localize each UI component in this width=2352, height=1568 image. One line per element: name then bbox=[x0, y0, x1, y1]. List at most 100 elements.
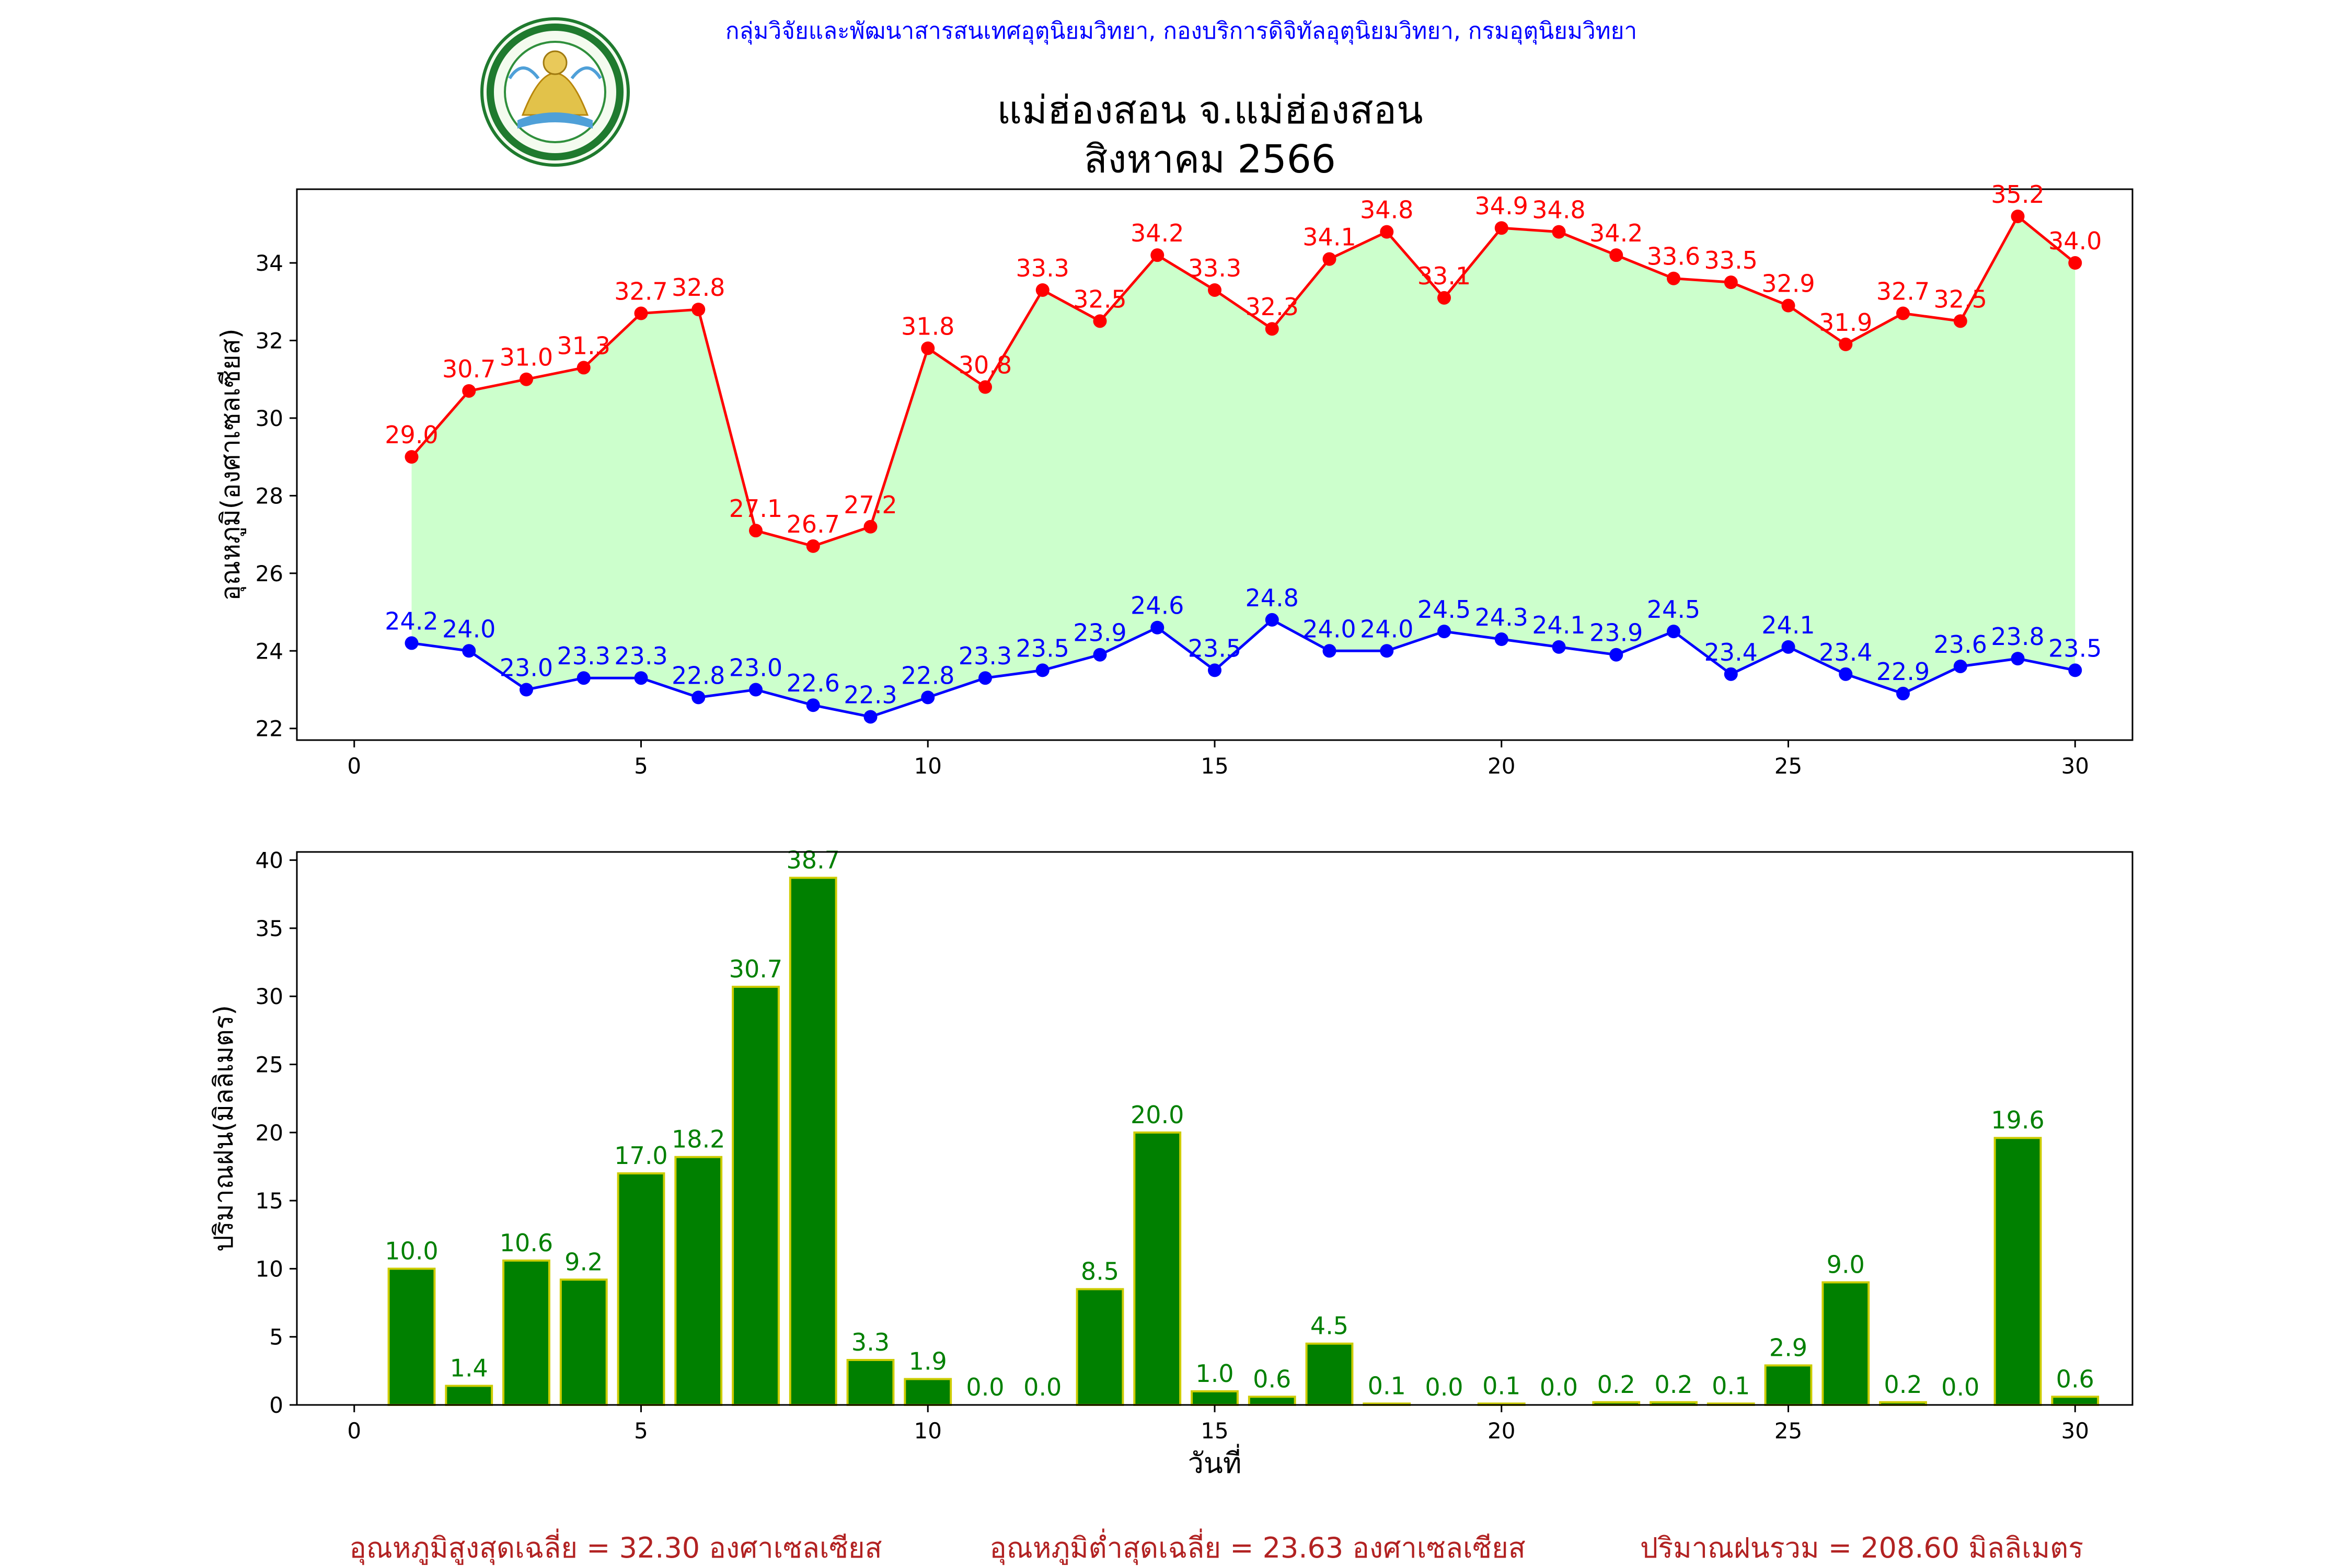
summary-avg-min: อุณหภูมิต่ำสุดเฉลี่ย = 23.63 องศาเซลเซีย… bbox=[989, 1528, 1525, 1565]
temperature-y-tick-label: 28 bbox=[256, 483, 283, 509]
min-temperature-data-label: 22.8 bbox=[901, 661, 954, 689]
min-temperature-point bbox=[1380, 644, 1394, 658]
min-temperature-data-label: 24.0 bbox=[1302, 615, 1356, 643]
rainfall-bar bbox=[387, 1267, 436, 1406]
max-temperature-point bbox=[1839, 337, 1853, 351]
max-temperature-point bbox=[749, 524, 763, 538]
max-temperature-point bbox=[863, 520, 878, 534]
max-temperature-point bbox=[1781, 298, 1795, 313]
min-temperature-point bbox=[1953, 659, 1967, 673]
max-temperature-point bbox=[1724, 275, 1738, 290]
min-temperature-point bbox=[978, 671, 992, 685]
min-temperature-data-label: 22.6 bbox=[787, 669, 840, 697]
temperature-y-tick-label: 32 bbox=[256, 328, 283, 353]
max-temperature-point bbox=[634, 306, 648, 320]
min-temperature-data-label: 24.0 bbox=[442, 615, 495, 643]
max-temperature-point bbox=[1609, 248, 1623, 262]
min-temperature-point bbox=[749, 683, 763, 697]
min-temperature-point bbox=[1552, 640, 1566, 654]
max-temperature-data-label: 35.2 bbox=[1991, 180, 2044, 209]
min-temperature-point bbox=[1437, 625, 1451, 639]
min-temperature-point bbox=[1265, 613, 1279, 627]
rainfall-bar bbox=[1076, 1288, 1124, 1406]
rainfall-bar bbox=[1993, 1137, 2042, 1406]
rainfall-data-label: 0.1 bbox=[1368, 1371, 1406, 1400]
rainfall-data-label: 19.6 bbox=[1991, 1106, 2044, 1134]
rainfall-data-label: 20.0 bbox=[1131, 1101, 1184, 1129]
rainfall-bar bbox=[789, 877, 837, 1406]
max-temperature-data-label: 30.8 bbox=[959, 351, 1012, 379]
agency-line: กลุ่มวิจัยและพัฒนาสารสนเทศอุตุนิยมวิทยา,… bbox=[725, 18, 1637, 45]
rainfall-y-tick-label: 5 bbox=[269, 1324, 283, 1350]
min-temperature-data-label: 24.3 bbox=[1475, 603, 1528, 631]
min-temperature-data-label: 23.3 bbox=[959, 642, 1012, 670]
rainfall-y-tick-label: 25 bbox=[256, 1052, 283, 1078]
rainfall-x-tick-label: 20 bbox=[1488, 1418, 1515, 1444]
min-temperature-point bbox=[577, 671, 591, 685]
rainfall-data-label: 0.0 bbox=[1941, 1373, 1979, 1401]
rainfall-bar bbox=[559, 1278, 608, 1406]
rainfall-y-tick-label: 35 bbox=[256, 916, 283, 941]
rainfall-bar bbox=[674, 1156, 723, 1406]
min-temperature-data-label: 23.5 bbox=[1188, 634, 1241, 662]
min-temperature-point bbox=[1896, 686, 1910, 700]
max-temperature-data-label: 33.6 bbox=[1647, 243, 1700, 271]
min-temperature-point bbox=[921, 690, 935, 705]
rainfall-plot: 10.0 1.4 10.6 9.2 17.018.2 30.7 38.7 3.3 1.9 0.0 0… bbox=[209, 846, 2134, 1480]
temperature-range-fill bbox=[411, 216, 2076, 717]
max-temperature-point bbox=[1150, 248, 1165, 262]
rainfall-y-tick-label: 20 bbox=[256, 1120, 283, 1146]
rainfall-data-label: 30.7 bbox=[729, 955, 782, 983]
rainfall-data-label: 0.2 bbox=[1654, 1370, 1692, 1399]
department-logo bbox=[480, 17, 630, 167]
rainfall-data-label: 8.5 bbox=[1081, 1257, 1119, 1285]
max-temperature-data-label: 34.8 bbox=[1532, 196, 1585, 224]
min-temperature-data-label: 24.6 bbox=[1131, 592, 1184, 620]
rainfall-x-tick-label: 10 bbox=[914, 1418, 942, 1444]
max-temperature-point bbox=[520, 372, 533, 386]
max-temperature-point bbox=[462, 384, 476, 398]
rainfall-bar bbox=[1764, 1364, 1813, 1406]
max-temperature-point bbox=[1494, 221, 1508, 235]
rainfall-bar bbox=[1133, 1131, 1182, 1406]
rainfall-y-tick-label: 15 bbox=[256, 1188, 283, 1214]
min-temperature-point bbox=[1667, 625, 1680, 639]
min-temperature-point bbox=[1724, 667, 1738, 681]
min-temperature-point bbox=[1208, 663, 1221, 677]
max-temperature-point bbox=[1380, 225, 1394, 239]
max-temperature-data-label: 31.8 bbox=[901, 312, 954, 340]
rainfall-bar bbox=[1821, 1281, 1870, 1406]
summary-avg-max: อุณหภูมิสูงสุดเฉลี่ย = 32.30 องศาเซลเซีย… bbox=[349, 1528, 882, 1565]
min-temperature-point bbox=[1494, 632, 1508, 647]
min-temperature-line bbox=[411, 618, 2076, 719]
min-temperature-point bbox=[1322, 644, 1336, 658]
rainfall-data-label: 9.0 bbox=[1827, 1250, 1865, 1278]
max-temperature-data-label: 30.7 bbox=[442, 355, 495, 383]
rainfall-data-label: 3.3 bbox=[851, 1328, 890, 1356]
rainfall-x-tick-label: 5 bbox=[634, 1418, 648, 1444]
min-temperature-point bbox=[806, 698, 820, 712]
rainfall-y-tick-label: 40 bbox=[256, 848, 283, 873]
min-temperature-data-label: 24.1 bbox=[1761, 611, 1815, 639]
rainfall-bar bbox=[904, 1378, 952, 1406]
rainfall-y-axis-label: ปริมาณฝน(มิลลิเมตร) bbox=[209, 1005, 239, 1252]
max-temperature-data-label: 32.8 bbox=[672, 273, 725, 302]
min-temperature-data-label: 23.9 bbox=[1589, 619, 1643, 647]
max-temperature-data-label: 34.2 bbox=[1131, 219, 1184, 247]
rainfall-y-tick-label: 30 bbox=[256, 984, 283, 1009]
min-temperature-data-label: 24.8 bbox=[1246, 584, 1299, 612]
temperature-x-tick-label: 20 bbox=[1488, 753, 1515, 779]
max-temperature-data-label: 26.7 bbox=[787, 510, 840, 538]
rainfall-data-label: 0.2 bbox=[1884, 1370, 1922, 1399]
rainfall-data-label: 0.1 bbox=[1482, 1371, 1520, 1400]
temperature-x-tick-label: 10 bbox=[914, 753, 942, 779]
max-temperature-point bbox=[1552, 225, 1566, 239]
temperature-y-tick-label: 30 bbox=[256, 406, 283, 431]
max-temperature-point bbox=[691, 303, 706, 317]
rainfall-data-label: 17.0 bbox=[614, 1142, 667, 1170]
max-temperature-point bbox=[2068, 256, 2082, 270]
rainfall-data-label: 0.0 bbox=[1425, 1373, 1463, 1401]
max-temperature-point bbox=[1035, 283, 1050, 297]
max-temperature-point bbox=[405, 450, 419, 464]
max-temperature-point bbox=[2011, 209, 2025, 223]
